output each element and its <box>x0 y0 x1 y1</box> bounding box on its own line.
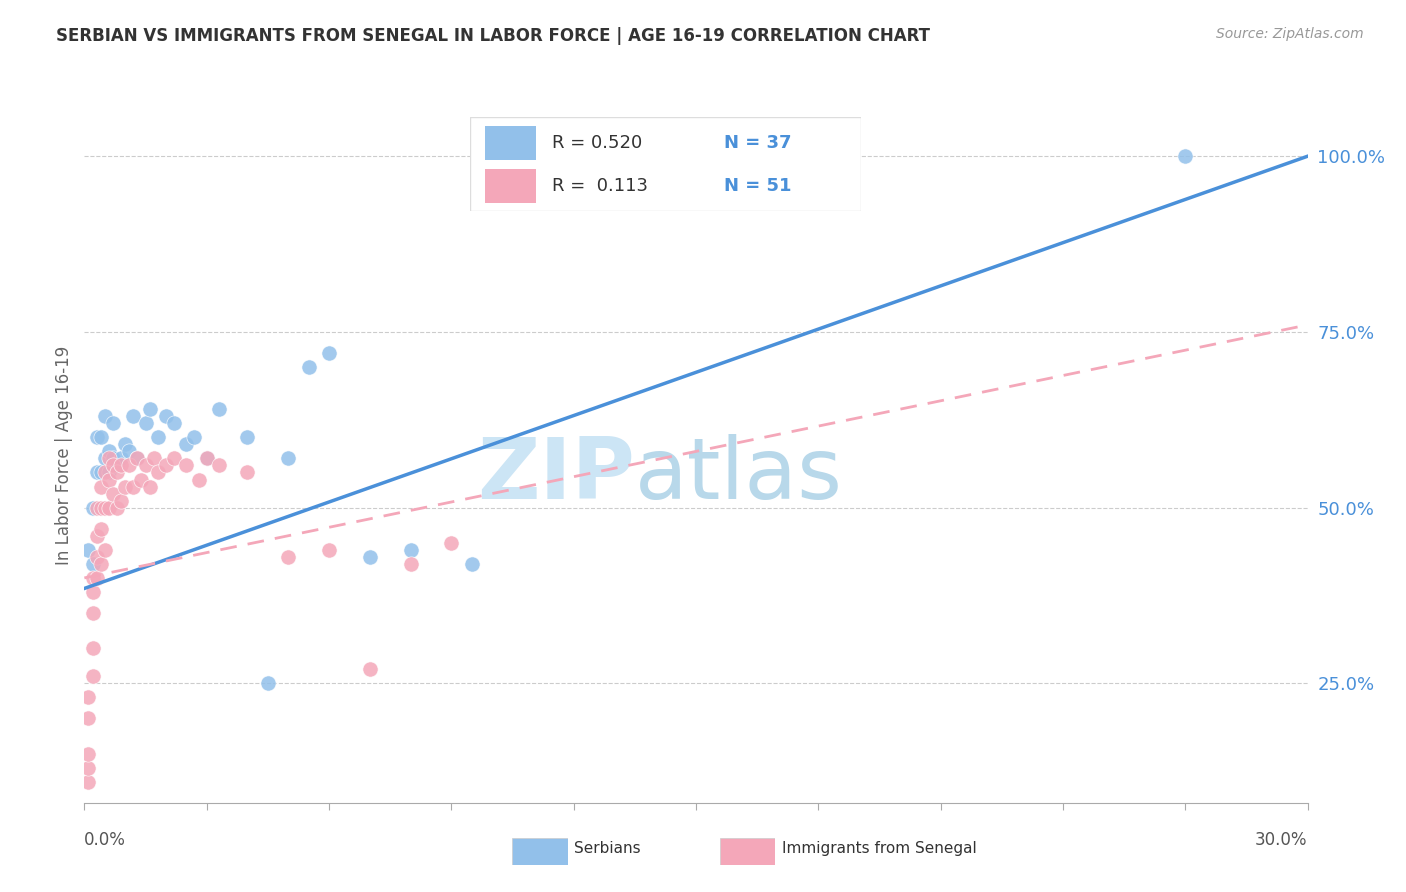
Point <box>187 473 209 487</box>
Point <box>77 774 100 789</box>
Point <box>440 535 463 549</box>
Point <box>86 549 108 564</box>
Point <box>138 479 160 493</box>
Point <box>93 542 115 557</box>
Point <box>77 690 100 705</box>
Point <box>101 451 124 466</box>
Point <box>399 542 422 557</box>
Point <box>90 557 112 571</box>
Point <box>122 479 145 493</box>
Text: Immigrants from Senegal: Immigrants from Senegal <box>782 840 976 855</box>
Point <box>146 466 169 480</box>
Point <box>86 529 108 543</box>
Point <box>183 430 205 444</box>
Point <box>86 500 108 515</box>
Point <box>105 466 128 480</box>
Point <box>174 437 197 451</box>
Text: SERBIAN VS IMMIGRANTS FROM SENEGAL IN LABOR FORCE | AGE 16-19 CORRELATION CHART: SERBIAN VS IMMIGRANTS FROM SENEGAL IN LA… <box>56 27 931 45</box>
Point <box>127 451 149 466</box>
Point <box>101 417 124 431</box>
Point <box>82 571 104 585</box>
Text: 0.0%: 0.0% <box>84 831 127 849</box>
Point <box>77 747 100 761</box>
Point <box>114 479 136 493</box>
Point <box>90 500 112 515</box>
Point <box>174 458 197 473</box>
Point <box>110 493 132 508</box>
Point <box>135 458 157 473</box>
Point <box>118 458 141 473</box>
Point <box>131 473 153 487</box>
Point <box>163 451 186 466</box>
Point <box>105 458 128 473</box>
Point <box>1174 149 1197 163</box>
Point <box>155 458 177 473</box>
Point <box>155 409 177 424</box>
Point <box>86 430 108 444</box>
Point <box>461 557 484 571</box>
Text: Source: ZipAtlas.com: Source: ZipAtlas.com <box>1216 27 1364 41</box>
Point <box>298 360 321 375</box>
Point <box>82 500 104 515</box>
Point <box>101 458 124 473</box>
Point <box>97 500 120 515</box>
Y-axis label: In Labor Force | Age 16-19: In Labor Force | Age 16-19 <box>55 345 73 565</box>
Point <box>86 466 108 480</box>
Point <box>97 451 120 466</box>
Text: ZIP: ZIP <box>477 434 636 517</box>
Point <box>82 669 104 683</box>
Point <box>118 444 141 458</box>
Text: atlas: atlas <box>636 434 842 517</box>
Point <box>82 585 104 599</box>
Point <box>138 402 160 417</box>
Point <box>97 466 120 480</box>
Point <box>101 486 124 500</box>
Point <box>93 409 115 424</box>
Point <box>90 430 112 444</box>
Point <box>77 711 100 725</box>
Point <box>110 458 132 473</box>
Point <box>105 500 128 515</box>
Point <box>146 430 169 444</box>
Point <box>82 606 104 620</box>
Point <box>208 458 231 473</box>
Text: 30.0%: 30.0% <box>1256 831 1308 849</box>
Point <box>277 549 299 564</box>
Point <box>195 451 218 466</box>
Point <box>163 417 186 431</box>
Point <box>97 473 120 487</box>
Point <box>77 542 100 557</box>
Point <box>97 444 120 458</box>
Point <box>86 571 108 585</box>
Point <box>208 402 231 417</box>
Point <box>236 466 259 480</box>
Point <box>90 522 112 536</box>
Point <box>399 557 422 571</box>
Point <box>93 500 115 515</box>
Point <box>257 676 280 690</box>
Point <box>122 409 145 424</box>
Point <box>236 430 259 444</box>
Point <box>90 466 112 480</box>
Text: Serbians: Serbians <box>574 840 640 855</box>
Point <box>135 417 157 431</box>
Point <box>277 451 299 466</box>
Point <box>110 451 132 466</box>
Point <box>142 451 165 466</box>
Point <box>114 437 136 451</box>
Point <box>93 451 115 466</box>
Point <box>195 451 218 466</box>
Point <box>90 479 112 493</box>
Point <box>359 549 381 564</box>
Point <box>359 662 381 676</box>
Point <box>77 761 100 775</box>
Point <box>318 542 340 557</box>
Point <box>82 557 104 571</box>
Point <box>127 451 149 466</box>
Point <box>93 466 115 480</box>
Point <box>82 641 104 656</box>
Point <box>318 346 340 360</box>
